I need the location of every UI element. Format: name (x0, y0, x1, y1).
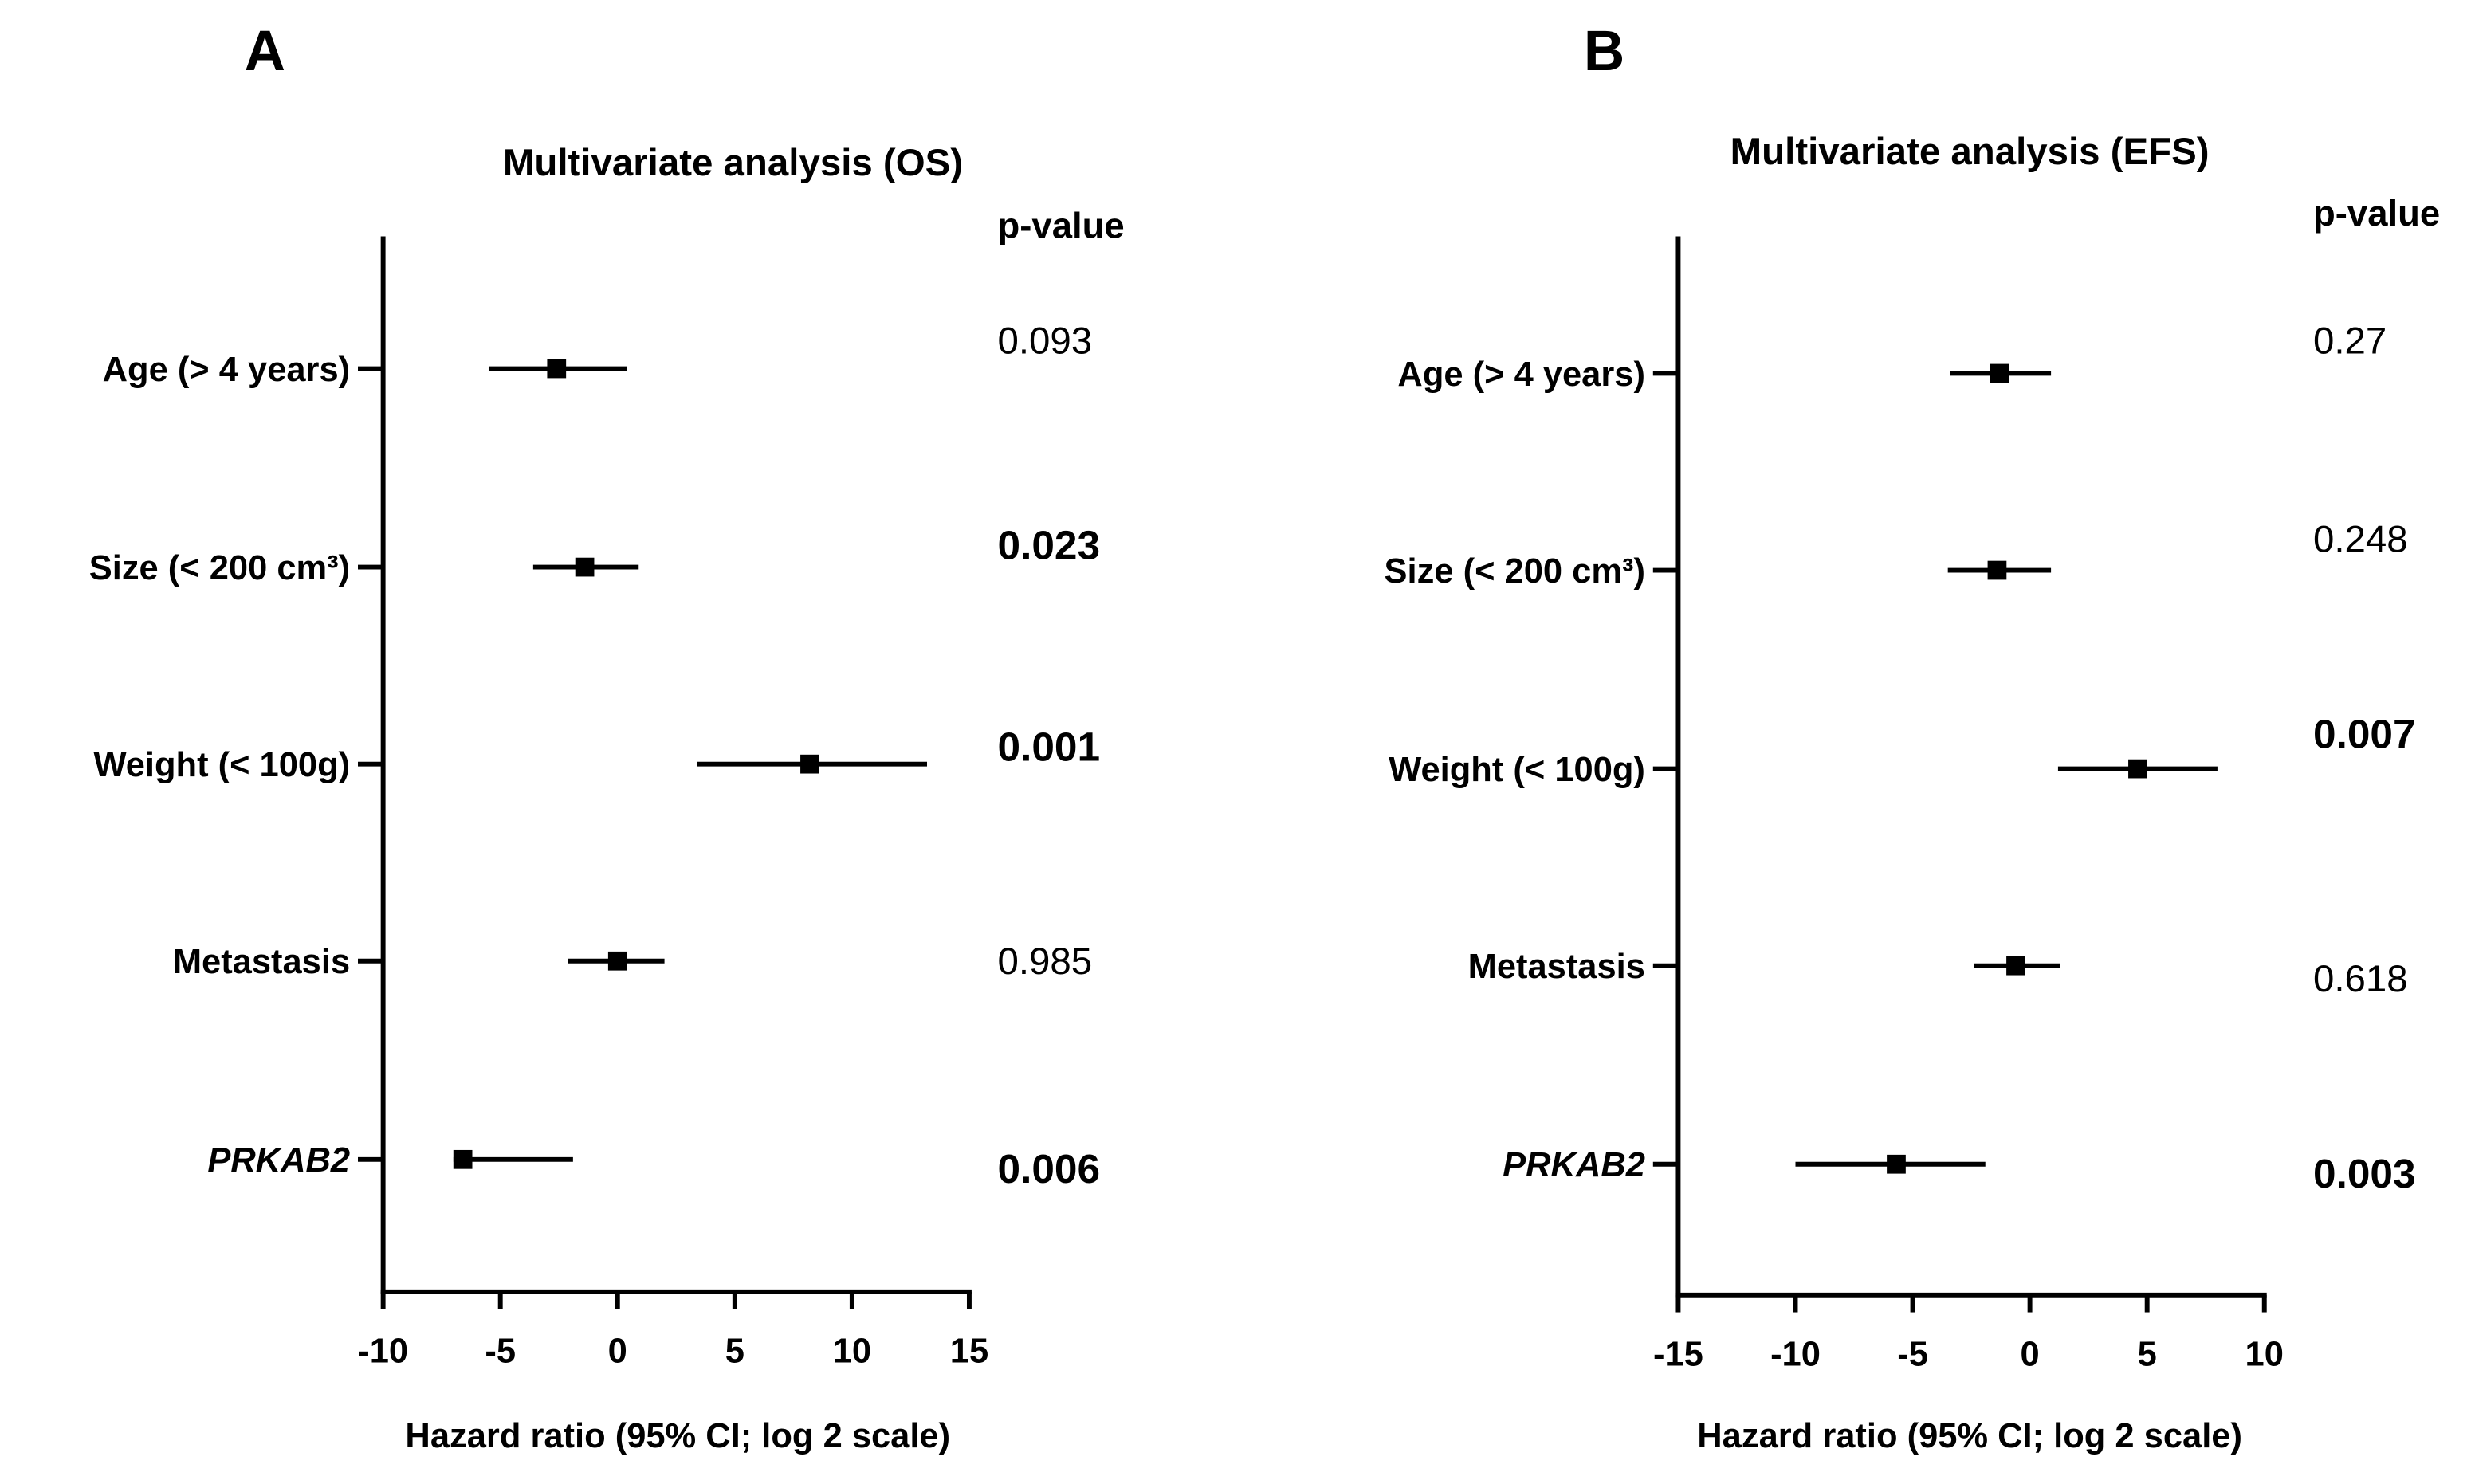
y-tick-label: Metastasis (173, 943, 350, 981)
point-estimate (800, 754, 819, 774)
y-tick-label: Size (< 200 cm³) (89, 549, 350, 587)
x-tick-label: -10 (358, 1332, 408, 1370)
x-tick-label: -5 (485, 1332, 516, 1370)
x-tick-label: 10 (2245, 1335, 2284, 1373)
y-tick-label: Size (< 200 cm³) (1385, 552, 1645, 591)
chart-title: Multivariate analysis (OS) (503, 142, 963, 184)
x-tick-label: 5 (2138, 1335, 2157, 1373)
point-estimate (607, 951, 627, 971)
y-tick-label: PRKAB2 (207, 1141, 350, 1180)
x-axis-title: Hazard ratio (95% CI; log 2 scale) (1697, 1417, 2242, 1455)
point-estimate (2006, 956, 2025, 976)
point-estimate (453, 1149, 473, 1169)
p-value: 0.27 (2313, 320, 2387, 362)
x-tick-label: 5 (725, 1332, 744, 1370)
x-tick-label: -15 (1653, 1335, 1703, 1373)
p-value: 0.985 (998, 940, 1093, 983)
y-tick-label: Age (> 4 years) (103, 351, 350, 389)
x-tick-label: 15 (950, 1332, 988, 1370)
y-tick-label: Age (> 4 years) (1397, 355, 1644, 394)
x-tick-label: 0 (2021, 1335, 2040, 1373)
y-tick-label: Weight (< 100g) (1389, 751, 1645, 789)
chart-title: Multivariate analysis (EFS) (1730, 131, 2210, 173)
p-value: 0.001 (998, 723, 1101, 769)
y-tick-label: Metastasis (1468, 948, 1645, 986)
point-estimate (2128, 759, 2147, 779)
point-estimate (547, 359, 567, 379)
p-value: 0.248 (2313, 518, 2408, 560)
panel-label: A (245, 20, 285, 83)
x-tick-label: 10 (833, 1332, 871, 1370)
pvalue-header: p-value (2313, 193, 2440, 234)
x-tick-label: -10 (1770, 1335, 1821, 1373)
point-estimate (1987, 560, 2007, 580)
point-estimate (575, 557, 595, 577)
p-value: 0.618 (2313, 958, 2408, 1000)
point-estimate (1887, 1154, 1906, 1174)
p-value: 0.003 (2313, 1150, 2416, 1196)
pvalue-header: p-value (998, 206, 1125, 246)
x-tick-label: -5 (1897, 1335, 1928, 1373)
p-value: 0.006 (998, 1145, 1101, 1192)
x-axis-title: Hazard ratio (95% CI; log 2 scale) (405, 1417, 950, 1455)
p-value: 0.093 (998, 320, 1093, 362)
y-tick-label: Weight (< 100g) (93, 746, 350, 784)
y-tick-label: PRKAB2 (1503, 1146, 1645, 1184)
p-value: 0.007 (2313, 711, 2416, 757)
x-tick-label: 0 (608, 1332, 627, 1370)
point-estimate (1990, 363, 2009, 383)
p-value: 0.023 (998, 521, 1101, 567)
panel-label: B (1584, 20, 1624, 83)
